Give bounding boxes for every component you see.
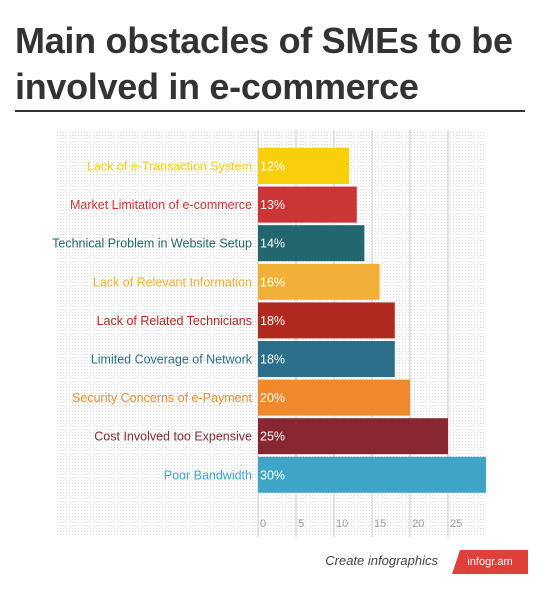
footer-text[interactable]: Create infographics [325,553,438,568]
bars: Lack of e-Transaction System 12% Market Li… [52,148,486,493]
value-label: 13% [260,198,285,212]
category-label: Market Limitation of e-commerce [70,198,252,212]
bar [258,418,448,455]
title-underline [15,110,525,112]
x-tick-label: 5 [298,518,304,530]
value-label: 18% [260,353,285,367]
x-tick-label: 20 [412,518,424,530]
bar [258,379,410,416]
bar [258,456,486,493]
bar [258,225,365,262]
category-label: Limited Coverage of Network [91,353,253,367]
bar [258,186,357,223]
value-label: 14% [260,237,285,251]
chart-title: Main obstacles of SMEs to be involved in… [15,20,513,107]
value-label: 30% [260,468,285,482]
value-label: 25% [260,430,285,444]
bar [258,263,380,300]
value-label: 18% [260,314,285,328]
category-label: Lack of e-Transaction System [87,160,252,174]
category-label: Technical Problem in Website Setup [52,237,252,251]
value-label: 12% [260,160,285,174]
x-axis-ticks: 0 5 10 15 20 25 [260,518,462,530]
bar [258,148,350,184]
category-label: Security Concerns of e-Payment [72,391,252,405]
category-label: Lack of Related Technicians [97,314,252,328]
bar [258,341,395,377]
category-label: Cost Involved too Expensive [94,430,252,444]
x-tick-label: 0 [260,518,266,530]
value-label: 20% [260,391,285,405]
value-label: 16% [260,275,285,289]
infogram-badge[interactable]: infogr.am [452,550,528,574]
x-tick-label: 25 [450,518,462,530]
x-tick-label: 15 [374,518,386,530]
category-label: Poor Bandwidth [164,468,252,482]
category-label: Lack of Relevant Information [93,275,252,289]
x-tick-label: 10 [336,518,348,530]
bar [258,302,395,339]
